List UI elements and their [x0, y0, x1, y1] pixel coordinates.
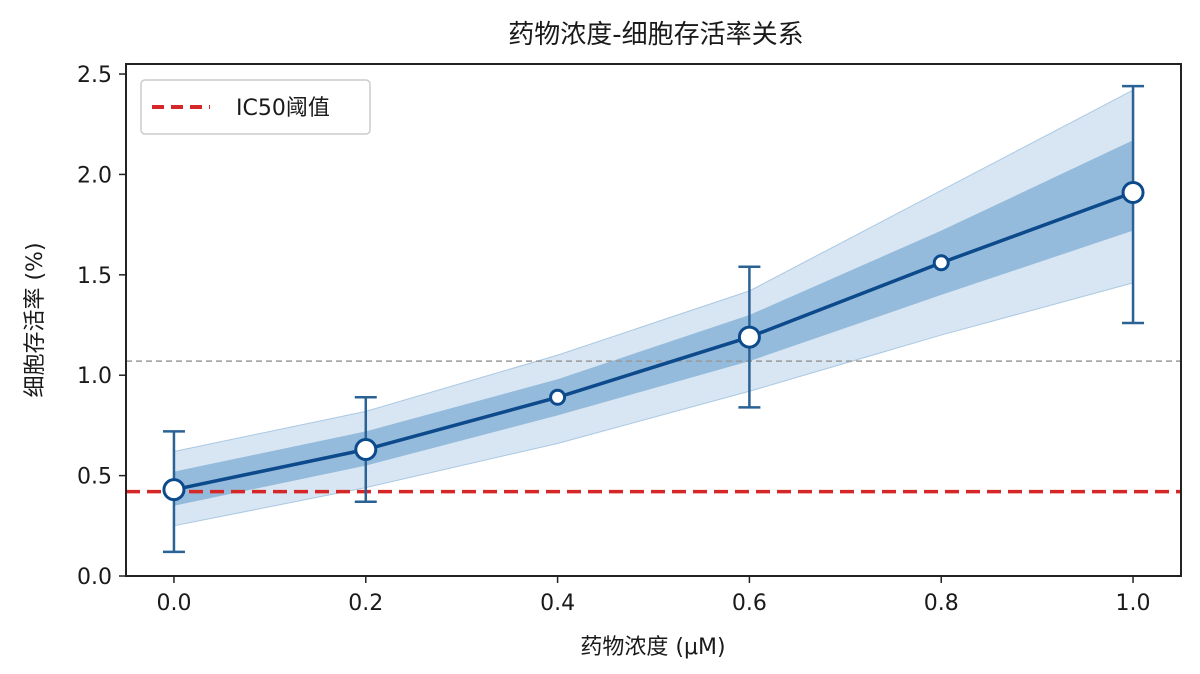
- chart-title: 药物浓度-细胞存活率关系: [508, 20, 803, 50]
- data-point: [1121, 181, 1145, 205]
- plot-frame: [125, 63, 1182, 577]
- data-point: [549, 388, 567, 406]
- x-axis: 0.0 0.2 0.4 0.6 0.8 1.0: [156, 576, 1151, 616]
- x-axis-title: 药物浓度 (μM): [580, 635, 725, 660]
- x-tick-label: 0.4: [540, 591, 575, 616]
- x-tick-label: 0.0: [156, 591, 191, 616]
- data-point: [354, 438, 378, 462]
- y-tick-label: 1.5: [77, 264, 112, 289]
- y-axis: 0.0 0.5 1.0 1.5 2.0 2.5: [77, 63, 126, 590]
- y-tick-label: 2.5: [77, 63, 112, 88]
- data-point: [162, 478, 186, 502]
- x-tick-label: 0.2: [348, 591, 383, 616]
- data-point: [932, 254, 950, 272]
- y-tick-label: 2.0: [77, 163, 112, 188]
- x-tick-label: 0.6: [732, 591, 767, 616]
- y-tick-label: 0.5: [77, 465, 112, 490]
- x-tick-label: 0.8: [924, 591, 959, 616]
- plot-area: [126, 84, 1181, 554]
- y-tick-label: 1.0: [77, 364, 112, 389]
- y-axis-title: 细胞存活率 (%): [23, 242, 48, 397]
- legend: IC50阈值: [140, 79, 371, 135]
- legend-label-ic50: IC50阈值: [236, 96, 330, 121]
- x-tick-label: 1.0: [1116, 591, 1151, 616]
- legend-box: [140, 79, 371, 135]
- series-line: [173, 190, 1134, 492]
- y-tick-label: 0.0: [77, 565, 112, 590]
- data-point: [737, 325, 761, 349]
